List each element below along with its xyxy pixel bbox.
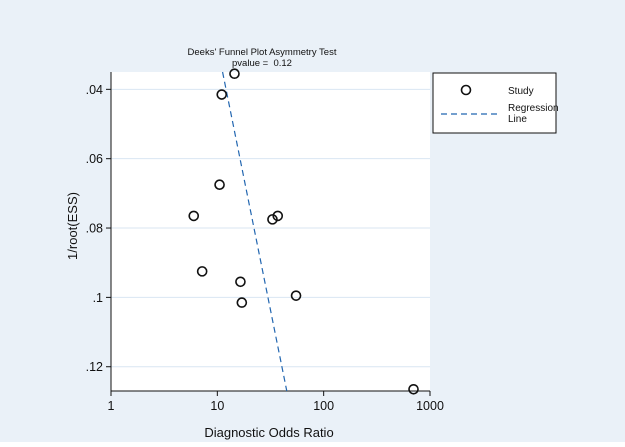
study-point bbox=[272, 210, 284, 222]
data-layer bbox=[188, 68, 419, 395]
x-tick-label: 100 bbox=[313, 399, 334, 413]
regression-line bbox=[221, 71, 288, 392]
study-point bbox=[229, 68, 240, 80]
legend: Study Regression Line bbox=[432, 72, 561, 134]
study-point bbox=[196, 266, 208, 277]
grid-lines bbox=[111, 88, 430, 368]
axes: .04 .06 .08 .1 .12 1 10 100 1000 bbox=[86, 72, 444, 413]
study-point bbox=[267, 214, 278, 225]
x-axis-label: Diagnostic Odds Ratio bbox=[204, 425, 333, 440]
x-tick-label: 1 bbox=[108, 399, 115, 413]
legend-box bbox=[432, 72, 557, 134]
plot-panel bbox=[111, 72, 430, 391]
study-point bbox=[235, 276, 246, 288]
y-tick-label: .1 bbox=[93, 291, 103, 305]
study-point bbox=[236, 297, 248, 308]
study-point bbox=[188, 210, 200, 222]
legend-regression-label-line1: Regression bbox=[508, 103, 559, 114]
study-point bbox=[408, 383, 419, 395]
y-tick-label: .04 bbox=[86, 83, 103, 97]
chart-subtitle: pvalue = 0.12 bbox=[232, 58, 292, 69]
study-point bbox=[214, 179, 225, 190]
legend-study-label: Study bbox=[508, 86, 534, 97]
legend-study-marker bbox=[460, 84, 472, 96]
y-tick-label: .06 bbox=[86, 152, 103, 166]
y-tick-label: .08 bbox=[86, 222, 103, 236]
legend-regression-label: Regression Line bbox=[508, 103, 561, 125]
study-point bbox=[216, 89, 228, 100]
x-tick-label: 10 bbox=[210, 399, 224, 413]
y-axis-label: 1/root(ESS) bbox=[65, 192, 80, 260]
y-tick-label: .12 bbox=[86, 360, 103, 374]
x-tick-label: 1000 bbox=[416, 399, 444, 413]
chart-title: Deeks' Funnel Plot Asymmetry Test bbox=[188, 47, 337, 58]
legend-regression-label-line2: Line bbox=[508, 114, 527, 125]
study-point bbox=[290, 290, 302, 301]
